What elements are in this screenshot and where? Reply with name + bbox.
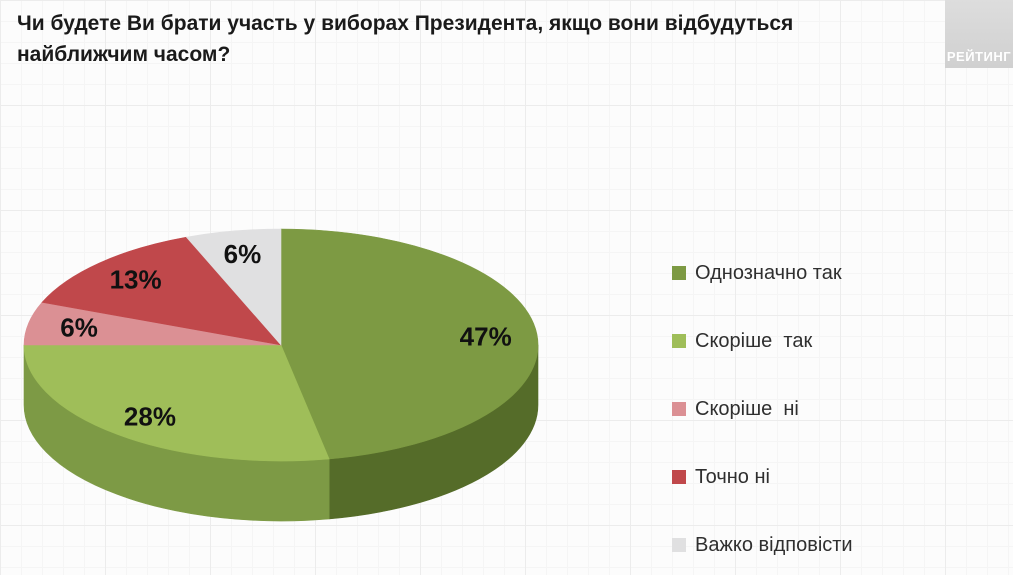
legend-item: Однозначно так bbox=[672, 239, 853, 307]
legend-swatch-icon bbox=[672, 538, 686, 552]
legend-label: Скоріше так bbox=[695, 329, 813, 352]
chart-legend: Однозначно так Скоріше так Скоріше ні Точно… bbox=[672, 239, 853, 575]
legend-item: Скоріше ні bbox=[672, 375, 853, 443]
legend-swatch-icon bbox=[672, 334, 686, 348]
rating-logo: РЕЙТИНГ bbox=[945, 0, 1013, 68]
legend-item: Важко відповісти bbox=[672, 511, 853, 575]
pie-data-label: 13% bbox=[110, 264, 162, 294]
pie-slice bbox=[41, 236, 282, 346]
pie-slice bbox=[280, 228, 539, 460]
pie-data-label: 6% bbox=[224, 239, 262, 269]
legend-label: Однозначно так bbox=[695, 261, 842, 284]
pie-data-label: 47% bbox=[460, 321, 512, 351]
legend-label: Скоріше ні bbox=[695, 397, 799, 420]
pie-slice bbox=[185, 228, 282, 346]
question-title: Чи будете Ви брати участь у виборах През… bbox=[17, 12, 794, 66]
pie-data-label: 6% bbox=[60, 313, 98, 343]
legend-swatch-icon bbox=[672, 402, 686, 416]
legend-item: Скоріше так bbox=[672, 307, 853, 375]
legend-item: Точно ні bbox=[672, 443, 853, 511]
legend-label: Важко відповісти bbox=[695, 533, 853, 556]
pie-slice bbox=[23, 344, 330, 462]
legend-swatch-icon bbox=[672, 266, 686, 280]
legend-label: Точно ні bbox=[695, 465, 770, 488]
rating-logo-text: РЕЙТИНГ bbox=[946, 49, 1012, 64]
legend-swatch-icon bbox=[672, 470, 686, 484]
pie-data-label: 28% bbox=[124, 402, 176, 432]
